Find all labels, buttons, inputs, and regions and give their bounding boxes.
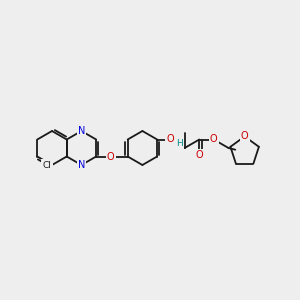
Text: N: N bbox=[78, 126, 85, 136]
Text: O: O bbox=[196, 150, 203, 160]
Text: O: O bbox=[210, 134, 218, 145]
Text: N: N bbox=[78, 160, 85, 170]
Text: O: O bbox=[241, 131, 248, 141]
Text: Cl: Cl bbox=[43, 160, 51, 169]
Text: O: O bbox=[107, 152, 114, 161]
Text: H: H bbox=[176, 140, 183, 148]
Text: O: O bbox=[166, 134, 174, 145]
